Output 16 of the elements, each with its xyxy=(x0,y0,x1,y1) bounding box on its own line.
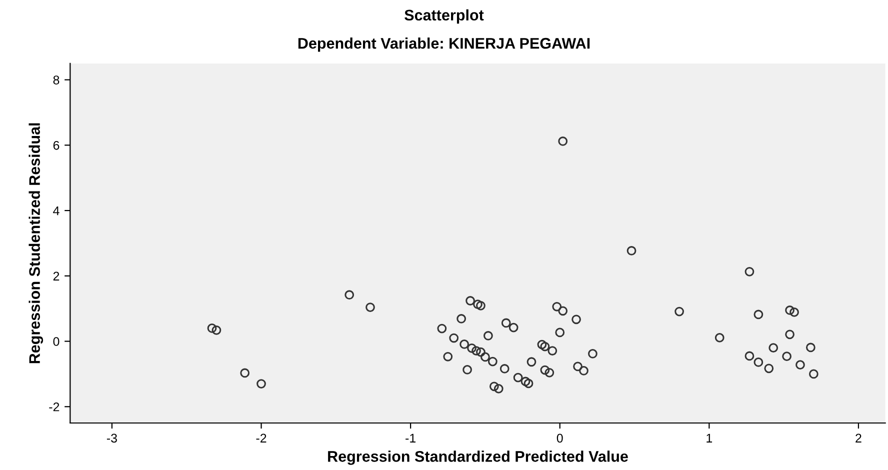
chart-subtitle: Dependent Variable: KINERJA PEGAWAI xyxy=(298,38,590,52)
x-axis-title: Regression Standardized Predicted Value xyxy=(328,450,628,465)
x-tick-label: -2 xyxy=(256,434,266,442)
y-tick-label: -2 xyxy=(49,402,60,412)
y-tick-label: 2 xyxy=(53,272,60,280)
x-tick-label: 0 xyxy=(556,434,563,443)
y-tick-label: 4 xyxy=(53,206,60,216)
y-tick-label: 8 xyxy=(53,76,60,84)
y-tick-label: 0 xyxy=(53,337,60,346)
x-tick-label: -3 xyxy=(106,434,117,443)
x-tick-label: 2 xyxy=(856,434,862,442)
x-tick-label: 1 xyxy=(706,434,712,442)
y-axis-title: Regression Studentized Residual xyxy=(28,123,44,364)
chart-title: Scatterplot xyxy=(404,9,484,24)
y-tick-label: 6 xyxy=(53,140,60,150)
x-tick-label: -1 xyxy=(406,434,416,442)
